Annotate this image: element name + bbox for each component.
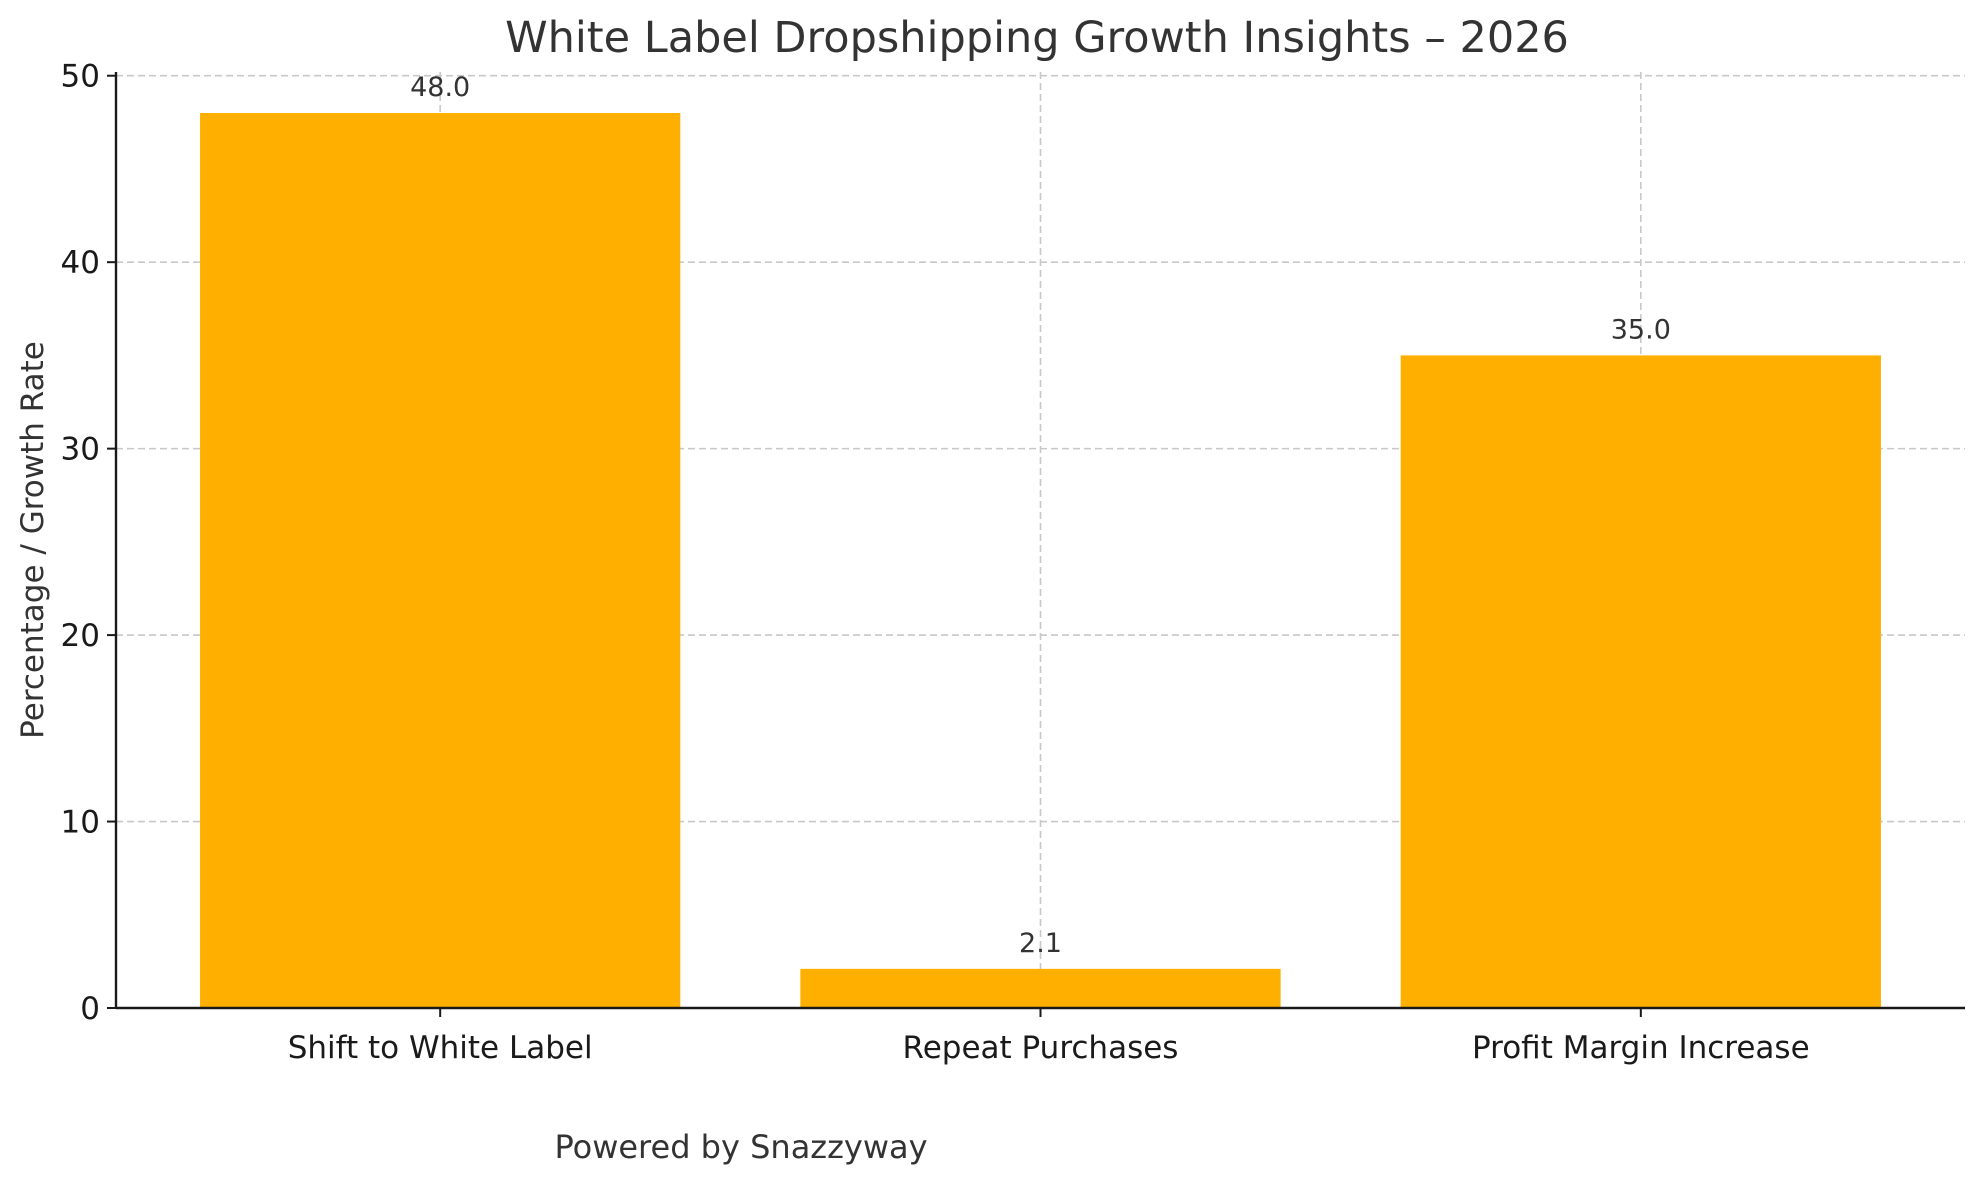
- footer-credit: Powered by Snazzyway: [554, 1128, 927, 1166]
- x-tick-label: Shift to White Label: [288, 1030, 593, 1066]
- y-tick-label: 50: [61, 59, 100, 95]
- bar-value-label: 48.0: [410, 72, 470, 103]
- x-axis-ticks: Shift to White Label Repeat Purchases Prof…: [288, 1008, 1810, 1066]
- y-axis-ticks: 0 10 20 30 40 50: [61, 59, 116, 1027]
- y-tick-label: 0: [80, 991, 100, 1027]
- bars: [200, 113, 1881, 1009]
- bar-value-label: 2.1: [1019, 928, 1062, 959]
- bar: [1400, 355, 1881, 1008]
- y-tick-label: 30: [61, 432, 100, 468]
- bar: [200, 113, 681, 1009]
- bar-value-label: 35.0: [1611, 314, 1671, 345]
- y-tick-label: 10: [61, 805, 100, 841]
- y-tick-label: 40: [61, 245, 100, 281]
- x-tick-label: Profit Margin Increase: [1472, 1030, 1810, 1066]
- chart-title: White Label Dropshipping Growth Insights…: [505, 13, 1569, 63]
- y-axis-label: Percentage / Growth Rate: [15, 341, 51, 739]
- value-labels: 48.0 2.1 35.0: [410, 72, 1671, 959]
- y-tick-label: 20: [61, 618, 100, 654]
- x-tick-label: Repeat Purchases: [903, 1030, 1179, 1066]
- bar: [800, 968, 1281, 1008]
